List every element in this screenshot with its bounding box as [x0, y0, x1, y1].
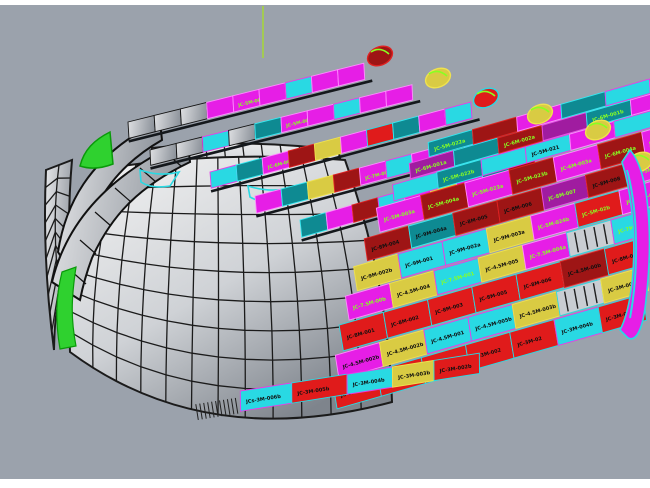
keel-slat-line: [207, 402, 211, 419]
mesh-line: [84, 209, 363, 216]
cap-edge-highlight: [370, 48, 390, 55]
mullion-line: [563, 291, 569, 312]
row-8m-upper[interactable]: JC-8M-004JC-9M-004aJC-8M-005JC-8M-006JC-…: [361, 149, 650, 262]
selected-panel-green[interactable]: [79, 130, 114, 169]
mesh-line: [140, 161, 157, 393]
highlight-wedge-cyan[interactable]: [139, 168, 181, 188]
keel-slat-line: [215, 400, 219, 417]
fin-panel[interactable]: [383, 84, 416, 108]
cap-edge-highlight: [476, 90, 496, 97]
mullion-line: [592, 283, 598, 304]
panel-label: JC-3M-003b: [397, 370, 431, 381]
cap-edge-highlight: [530, 106, 550, 113]
gunwale-band-inner[interactable]: [50, 142, 192, 302]
panel-cell[interactable]: [627, 86, 650, 116]
keel-slat-line: [195, 404, 199, 421]
mesh-line: [75, 249, 376, 274]
mesh-line: [190, 158, 198, 410]
curl-inner-edge: [626, 169, 638, 319]
fin-3[interactable]: JC-6M-001a: [206, 101, 480, 193]
mesh-line: [44, 204, 70, 224]
fin-shadow-gap: [210, 118, 480, 193]
keel-slat-line: [230, 398, 235, 415]
panel-label: JC-3M-002b: [438, 364, 472, 375]
row-5m[interactable]: JC-5M-003aJC-5M-004aJC-5M-023aJC-5M-023b…: [373, 118, 650, 233]
keel-slat-line: [222, 399, 227, 416]
keel-slat-line: [226, 399, 231, 416]
mesh-line: [301, 157, 332, 415]
panel-label: JC-3M-004b: [351, 377, 385, 388]
fin-panel[interactable]: [442, 101, 475, 126]
mullion-line: [602, 224, 608, 245]
mesh-line: [73, 269, 381, 303]
hull-edge-curl[interactable]: [619, 148, 650, 340]
panel-cell[interactable]: [611, 108, 650, 139]
keel-slat-line: [199, 403, 203, 420]
fin-shadow-gap: [150, 99, 421, 170]
keel-slat-line: [203, 402, 207, 419]
mesh-line: [45, 177, 71, 189]
band-division-line: [114, 187, 132, 203]
keel-slat-line: [234, 397, 239, 414]
band-division-line: [94, 211, 112, 227]
cap-edge-highlight: [588, 122, 608, 129]
selected-strip-green[interactable]: [56, 266, 77, 350]
mullion-line: [583, 285, 589, 306]
keel-strip[interactable]: JCs-3M-006b JC-3M-005b JC-3M-004b JC-3M-003…: [195, 352, 483, 421]
mesh-line: [44, 190, 70, 206]
mullion-line: [583, 229, 589, 250]
fin-panel[interactable]: [335, 62, 368, 87]
mesh-line: [70, 290, 386, 332]
panel-label: JCs-3M-006b: [245, 394, 282, 406]
mullion-line: [573, 288, 579, 309]
panel-cell[interactable]: [602, 78, 650, 107]
mesh-line: [69, 310, 389, 361]
keel-slat-line: [219, 400, 223, 417]
keel-panel[interactable]: [431, 352, 483, 382]
mullion-line: [574, 232, 579, 253]
band-division-line: [79, 239, 97, 255]
row-9m[interactable]: JC-9M-002bJC-9M-001JC-9M-002aJC-9M-003aJ…: [351, 177, 650, 292]
mullion-line: [593, 226, 599, 247]
mesh-line: [165, 159, 178, 403]
fin-shadow-gap: [128, 79, 373, 143]
mesh-line: [79, 229, 370, 245]
mesh-line: [237, 156, 246, 418]
cap-edge-highlight: [428, 70, 448, 77]
fin-2[interactable]: JC-5M-002a: [146, 84, 421, 170]
fin-1[interactable]: JC-5M-001: [124, 62, 373, 143]
mesh-line: [217, 157, 220, 415]
panel-cell[interactable]: [639, 118, 650, 157]
keel-slat-line: [211, 401, 215, 418]
panel-label: JC-3M-005b: [296, 386, 330, 397]
